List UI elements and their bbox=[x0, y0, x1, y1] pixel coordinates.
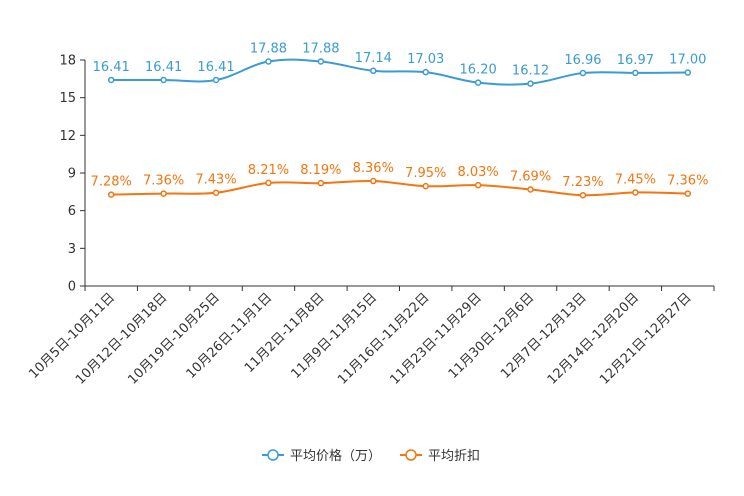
legend: 平均价格（万） 平均折扣 bbox=[262, 448, 480, 464]
data-label: 17.03 bbox=[407, 52, 444, 67]
data-label: 17.14 bbox=[355, 51, 392, 66]
series-avg-discount: 7.28% 7.36% 7.43% 8.21% 8.19% 8.36% 7.95% 8.03%… bbox=[91, 161, 708, 199]
x-tick-label: 11月16日-11月22日 bbox=[335, 290, 432, 387]
data-label: 16.41 bbox=[145, 60, 182, 75]
data-label: 8.19% bbox=[300, 163, 341, 178]
y-tick-label: 0 bbox=[68, 280, 76, 295]
data-point bbox=[422, 68, 429, 76]
data-point bbox=[107, 191, 115, 198]
data-point bbox=[422, 182, 429, 190]
legend-marker-icon bbox=[267, 449, 279, 461]
data-point bbox=[370, 67, 377, 75]
y-tick-label: 3 bbox=[68, 242, 76, 257]
x-tick-label: 12月14日-12月20日 bbox=[545, 290, 642, 387]
data-label: 16.12 bbox=[512, 64, 549, 79]
data-point bbox=[317, 179, 325, 187]
data-label: 7.23% bbox=[562, 175, 603, 190]
data-label: 17.00 bbox=[669, 53, 706, 68]
y-tick-label: 12 bbox=[59, 129, 76, 144]
legend-item-avg-discount[interactable]: 平均折扣 bbox=[400, 449, 480, 464]
data-point bbox=[474, 79, 482, 86]
data-point bbox=[579, 191, 587, 199]
x-tick-label: 11月23日-11月29日 bbox=[387, 290, 484, 387]
data-label: 8.03% bbox=[457, 165, 498, 180]
data-label: 7.43% bbox=[195, 173, 236, 188]
data-point bbox=[107, 76, 115, 84]
y-tick-label: 9 bbox=[68, 167, 76, 182]
series-layer: 16.41 16.41 16.41 17.88 17.88 17.14 17.03 16.20… bbox=[91, 42, 708, 199]
data-label: 16.41 bbox=[93, 60, 130, 75]
data-point bbox=[212, 76, 220, 84]
legend-marker-icon bbox=[405, 449, 417, 461]
data-label: 7.95% bbox=[405, 166, 446, 181]
series-line bbox=[111, 58, 688, 86]
data-label: 17.88 bbox=[250, 42, 287, 57]
x-tick-label: 10月12日-10月18日 bbox=[73, 290, 170, 387]
data-point bbox=[684, 69, 692, 76]
data-point bbox=[527, 186, 534, 193]
y-tick-label: 18 bbox=[59, 54, 76, 69]
data-point bbox=[370, 177, 377, 185]
legend-item-avg-price[interactable]: 平均价格（万） bbox=[262, 448, 381, 464]
axes: 0 3 6 9 12 15 18 10月5日-10月11日10月12日-10月18日10月19… bbox=[26, 54, 715, 388]
data-point bbox=[160, 76, 167, 84]
x-tick-label: 12月21日-12月27日 bbox=[597, 290, 694, 387]
data-label: 16.41 bbox=[197, 60, 234, 75]
data-point bbox=[317, 58, 325, 65]
data-point bbox=[474, 181, 482, 189]
series-avg-price: 16.41 16.41 16.41 17.88 17.88 17.14 17.03 16.20… bbox=[93, 42, 706, 87]
data-label: 8.36% bbox=[353, 161, 394, 176]
data-point bbox=[160, 190, 167, 197]
data-label: 7.36% bbox=[143, 174, 184, 189]
data-label: 7.45% bbox=[615, 172, 656, 187]
data-label: 16.96 bbox=[564, 53, 601, 68]
data-label: 7.36% bbox=[667, 174, 708, 189]
series-line bbox=[111, 179, 688, 197]
data-point bbox=[527, 80, 534, 87]
legend-label: 平均价格（万） bbox=[290, 448, 381, 464]
data-label: 7.28% bbox=[91, 175, 132, 190]
data-label: 17.88 bbox=[302, 42, 339, 57]
data-point bbox=[579, 69, 587, 77]
x-tick-label: 10月5日-10月11日 bbox=[26, 290, 118, 382]
data-point bbox=[632, 69, 639, 77]
data-point bbox=[265, 179, 272, 187]
data-label: 16.97 bbox=[617, 53, 654, 68]
data-point bbox=[265, 58, 272, 65]
y-tick-label: 6 bbox=[68, 204, 76, 219]
y-tick-label: 15 bbox=[59, 91, 76, 106]
legend-label: 平均折扣 bbox=[428, 449, 480, 464]
x-tick-label: 10月19日-10月25日 bbox=[125, 290, 222, 387]
data-point bbox=[632, 189, 639, 196]
data-label: 8.21% bbox=[248, 163, 289, 178]
data-point bbox=[684, 190, 692, 197]
data-label: 16.20 bbox=[460, 63, 497, 78]
data-point bbox=[212, 189, 220, 196]
data-label: 7.69% bbox=[510, 169, 551, 184]
